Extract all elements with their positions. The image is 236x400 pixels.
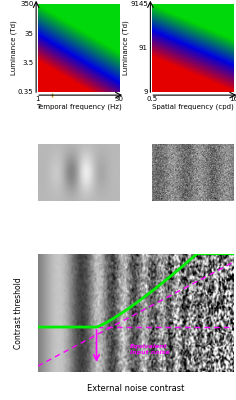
X-axis label: Spatial frequency (cpd): Spatial frequency (cpd) bbox=[152, 103, 234, 110]
Y-axis label: Luminance (Td): Luminance (Td) bbox=[122, 20, 129, 75]
Text: Contrast threshold: Contrast threshold bbox=[14, 277, 23, 349]
Text: Equivalent
input noise: Equivalent input noise bbox=[130, 344, 169, 355]
Text: External noise contrast: External noise contrast bbox=[87, 384, 184, 393]
Y-axis label: Luminance (Td): Luminance (Td) bbox=[10, 20, 17, 75]
X-axis label: Temporal frequency (Hz): Temporal frequency (Hz) bbox=[36, 103, 122, 110]
